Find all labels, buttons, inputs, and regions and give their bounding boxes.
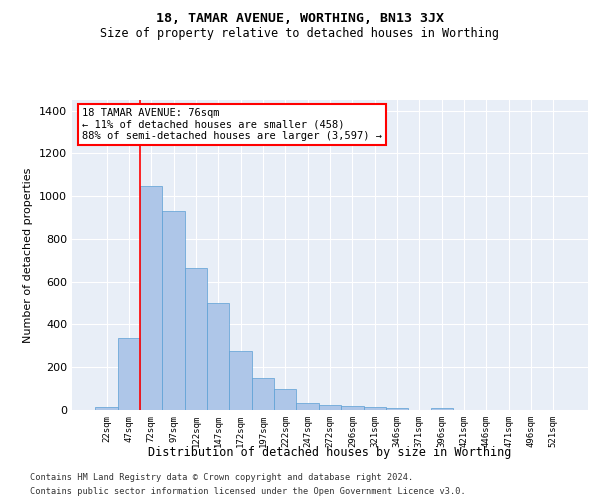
Bar (319, 404, 341, 410)
Text: 18, TAMAR AVENUE, WORTHING, BN13 3JX: 18, TAMAR AVENUE, WORTHING, BN13 3JX (156, 12, 444, 26)
Bar (229, 351, 252, 410)
Bar (341, 406, 364, 410)
Bar (274, 388, 296, 410)
Bar (185, 268, 207, 410)
Text: 18 TAMAR AVENUE: 76sqm
← 11% of detached houses are smaller (458)
88% of semi-de: 18 TAMAR AVENUE: 76sqm ← 11% of detached… (82, 108, 382, 141)
Text: Distribution of detached houses by size in Worthing: Distribution of detached houses by size … (148, 446, 512, 459)
Bar (252, 378, 274, 410)
Text: Contains HM Land Registry data © Crown copyright and database right 2024.: Contains HM Land Registry data © Crown c… (30, 473, 413, 482)
Y-axis label: Number of detached properties: Number of detached properties (23, 168, 34, 342)
Bar (431, 408, 453, 410)
Bar (95, 407, 118, 410)
Text: Contains public sector information licensed under the Open Government Licence v3: Contains public sector information licen… (30, 486, 466, 496)
Bar (364, 407, 386, 410)
Bar (140, 186, 163, 410)
Bar (386, 408, 408, 410)
Bar (207, 303, 229, 410)
Bar (118, 338, 140, 410)
Text: Size of property relative to detached houses in Worthing: Size of property relative to detached ho… (101, 28, 499, 40)
Bar (163, 211, 185, 410)
Bar (296, 402, 319, 410)
